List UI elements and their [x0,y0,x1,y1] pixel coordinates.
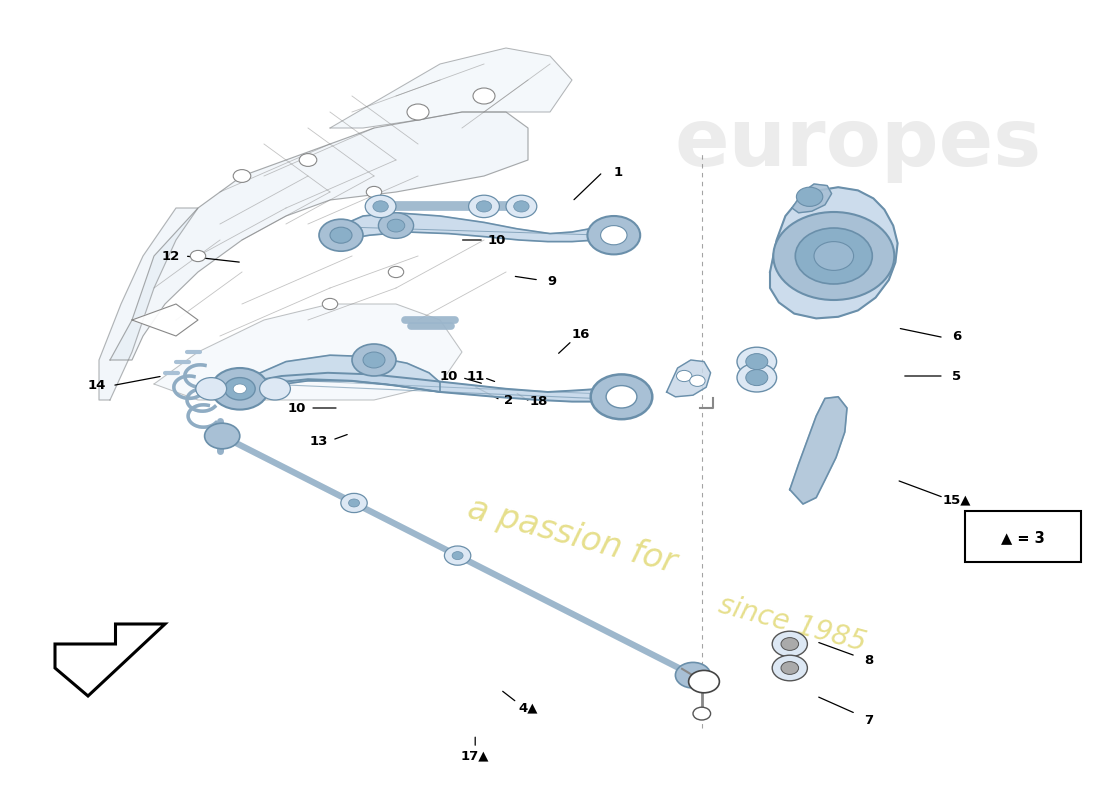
Text: 18: 18 [530,395,548,408]
Circle shape [352,344,396,376]
Circle shape [388,266,404,278]
Circle shape [319,219,363,251]
Circle shape [772,631,807,657]
Circle shape [746,370,768,386]
Circle shape [387,219,405,232]
Text: 14: 14 [88,379,106,392]
Circle shape [476,201,492,212]
Circle shape [211,368,268,410]
Text: 5: 5 [953,370,961,382]
Circle shape [772,655,807,681]
Circle shape [601,226,627,245]
Circle shape [452,552,463,560]
Circle shape [506,195,537,218]
Text: 15▲: 15▲ [943,494,971,506]
Circle shape [363,352,385,368]
Circle shape [365,195,396,218]
Polygon shape [231,355,440,392]
Circle shape [205,423,240,449]
Polygon shape [154,304,462,400]
Circle shape [675,662,711,688]
Text: 10: 10 [440,370,458,382]
Polygon shape [132,304,198,336]
Text: 13: 13 [310,435,328,448]
Polygon shape [770,187,898,318]
Circle shape [196,378,227,400]
Circle shape [233,170,251,182]
Circle shape [373,201,388,212]
Circle shape [366,186,382,198]
Text: europes: europes [674,105,1042,183]
Circle shape [693,707,711,720]
Circle shape [224,378,255,400]
Text: a passion for: a passion for [464,492,680,580]
Circle shape [591,374,652,419]
Text: 7: 7 [865,714,873,726]
Circle shape [190,250,206,262]
Circle shape [746,354,768,370]
Circle shape [676,370,692,382]
Polygon shape [110,112,528,360]
Circle shape [469,195,499,218]
Text: 4▲: 4▲ [518,702,538,714]
Circle shape [473,88,495,104]
Text: 17▲: 17▲ [461,750,490,762]
Polygon shape [667,360,711,397]
Text: 9: 9 [548,275,557,288]
Circle shape [690,375,705,386]
Circle shape [322,298,338,310]
Text: 8: 8 [865,654,873,666]
Circle shape [514,201,529,212]
Text: 1: 1 [614,166,623,178]
Circle shape [260,378,290,400]
Text: 10: 10 [488,234,506,246]
Text: 2: 2 [504,394,513,406]
Polygon shape [330,48,572,128]
Text: 12: 12 [162,250,179,262]
Circle shape [796,187,823,206]
Text: 11: 11 [466,370,484,382]
Text: since 1985: since 1985 [715,591,869,657]
Text: ▲ = 3: ▲ = 3 [1001,530,1045,545]
Circle shape [737,347,777,376]
Polygon shape [99,208,198,400]
Polygon shape [55,624,165,696]
Polygon shape [792,184,832,213]
Polygon shape [790,397,847,504]
Circle shape [299,154,317,166]
Circle shape [444,546,471,565]
Circle shape [781,662,799,674]
Text: 16: 16 [572,328,590,341]
Polygon shape [229,373,625,402]
Text: 6: 6 [953,330,961,342]
FancyBboxPatch shape [965,511,1081,562]
Circle shape [781,638,799,650]
Circle shape [407,104,429,120]
Circle shape [795,228,872,284]
Circle shape [737,363,777,392]
Circle shape [606,386,637,408]
Circle shape [587,216,640,254]
Polygon shape [326,213,616,242]
Circle shape [689,670,719,693]
Circle shape [773,212,894,300]
Circle shape [341,494,367,513]
Circle shape [349,499,360,507]
Circle shape [378,213,414,238]
Circle shape [814,242,854,270]
Circle shape [233,384,246,394]
Circle shape [330,227,352,243]
Text: 10: 10 [288,402,306,414]
